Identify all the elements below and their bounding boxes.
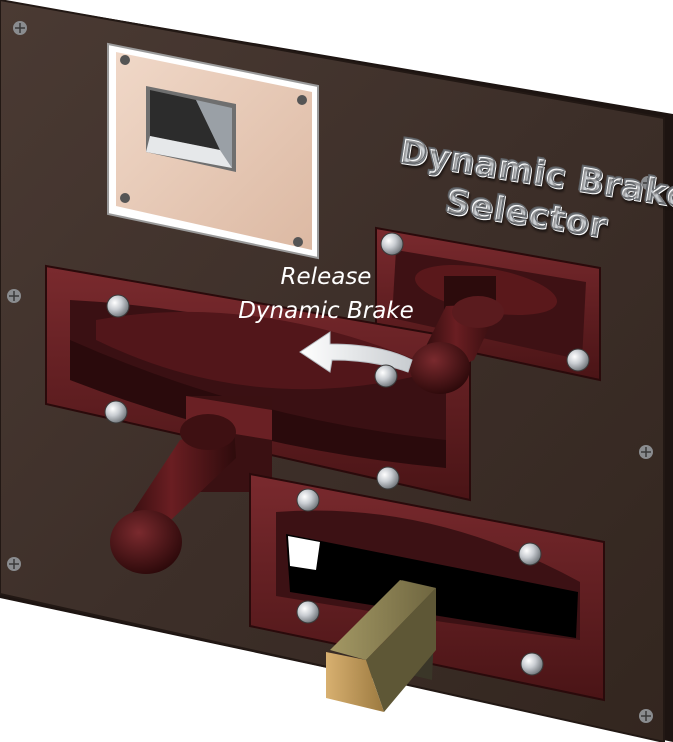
bolt-icon xyxy=(296,488,320,512)
bolt-icon xyxy=(518,542,542,566)
throttle-slot xyxy=(45,264,471,502)
screw-icon xyxy=(639,709,653,723)
key-socket-placard xyxy=(107,42,319,260)
reverser-handle[interactable] xyxy=(326,580,436,712)
screw-icon xyxy=(7,289,21,303)
bolt-icon xyxy=(566,348,590,372)
screw-icon xyxy=(639,445,653,459)
selector-handle[interactable] xyxy=(410,296,504,394)
key-socket-icon xyxy=(146,86,236,172)
screw-icon xyxy=(641,176,655,190)
release-label-line2: Dynamic Brake xyxy=(238,298,414,324)
release-label-line1: Release xyxy=(281,264,372,290)
throttle-handle[interactable] xyxy=(110,414,236,574)
bolt-icon xyxy=(376,466,400,490)
bolt-icon xyxy=(106,294,130,318)
screw-icon xyxy=(7,557,21,571)
bolt-icon xyxy=(374,364,398,388)
bolt-icon xyxy=(520,652,544,676)
bolt-icon xyxy=(296,600,320,624)
bolt-icon xyxy=(380,232,404,256)
bolt-icon xyxy=(104,400,128,424)
screw-icon xyxy=(13,21,27,35)
